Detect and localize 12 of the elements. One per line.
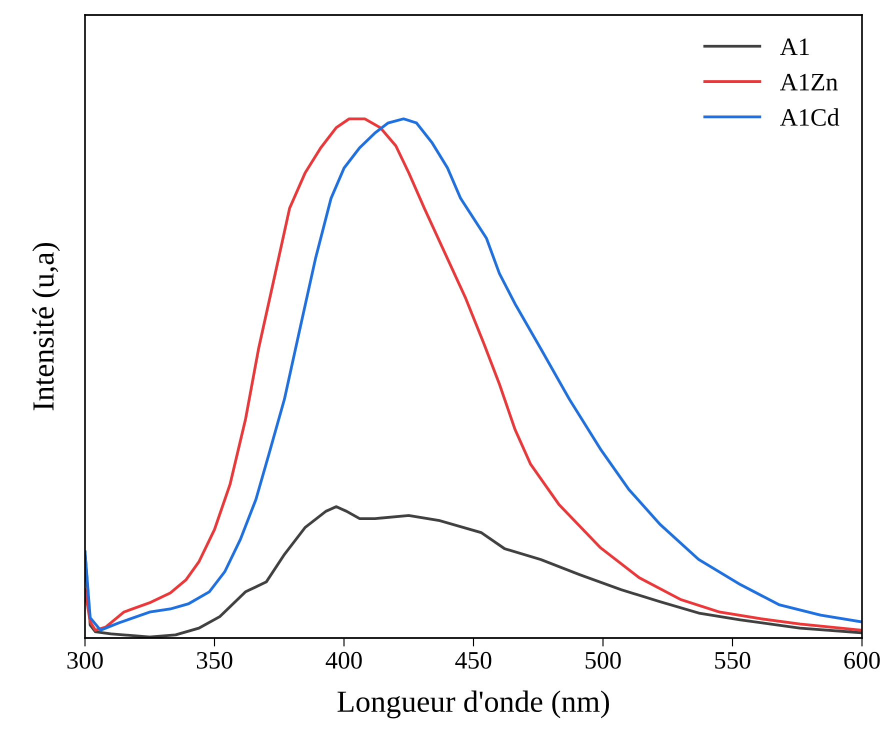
x-tick-label: 550 xyxy=(715,652,750,669)
x-tick-label: 400 xyxy=(326,652,362,669)
x-tick-label: 600 xyxy=(844,652,880,669)
legend-label: A1Cd xyxy=(780,108,840,126)
legend-label: A1Zn xyxy=(780,74,838,90)
x-axis-title: Longueur d'onde (nm) xyxy=(338,690,609,718)
x-tick-label: 450 xyxy=(455,652,492,669)
x-tick-label: 300 xyxy=(67,652,103,669)
y-axis-title: Intensité (u,a) xyxy=(32,243,60,410)
legend-label: A1 xyxy=(780,38,809,55)
x-tick-label: 500 xyxy=(586,652,621,669)
x-tick-label: 350 xyxy=(196,652,232,669)
